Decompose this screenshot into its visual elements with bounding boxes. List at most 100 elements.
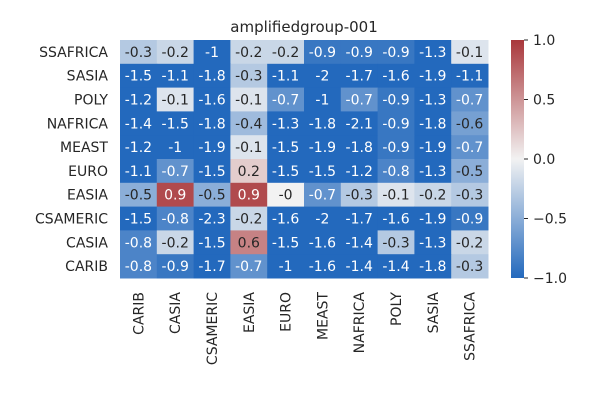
heatmap-cell-label: -0.1: [456, 45, 483, 61]
heatmap-cell-label: -1: [279, 259, 293, 275]
heatmap-cell: [230, 182, 268, 208]
heatmap-cell: [156, 87, 195, 112]
heatmap-cell-label: -0.2: [235, 45, 262, 61]
heatmap-cell: [340, 87, 379, 112]
heatmap-cell-label: -0.9: [382, 140, 409, 156]
heatmap-cell: [377, 159, 415, 184]
y-tick-label: SASIA: [67, 69, 109, 85]
heatmap-cell: [267, 206, 305, 231]
heatmap-cell-label: -0.9: [346, 45, 373, 61]
heatmap-cell: [193, 182, 231, 208]
heatmap-cell-label: -1.5: [162, 116, 189, 132]
heatmap-cell: [340, 135, 379, 160]
heatmap-cell: [267, 159, 305, 184]
heatmap-cell-label: -0.3: [235, 69, 262, 85]
heatmap-cell: [156, 206, 195, 231]
heatmap-cell: [451, 230, 489, 255]
heatmap-cell-label: -1.5: [125, 69, 152, 85]
heatmap-cell: [156, 111, 195, 136]
heatmap-cell: [377, 111, 415, 136]
heatmap-cell: [377, 182, 415, 208]
y-tick-label: SSAFRICA: [39, 45, 108, 61]
heatmap-cell-label: -1.5: [125, 212, 152, 228]
heatmap-cell-label: -1.1: [162, 69, 189, 85]
heatmap-cell: [414, 254, 452, 279]
heatmap-cell-label: -1.1: [272, 69, 299, 85]
heatmap-cell-label: -1.7: [346, 212, 373, 228]
heatmap-cell-label: -1.2: [346, 164, 373, 180]
heatmap-cell-label: -0.7: [346, 93, 373, 109]
heatmap-cell-label: -0.8: [125, 259, 152, 275]
heatmap-cell: [304, 63, 342, 89]
heatmap-cell: [156, 254, 195, 279]
heatmap-cell-label: -1.7: [346, 69, 373, 85]
heatmap-cell-label: 0.9: [164, 188, 186, 204]
heatmap-cell: [156, 182, 195, 208]
heatmap-cell: [267, 230, 305, 255]
heatmap-cell: [340, 159, 379, 184]
heatmap-cell: [230, 63, 268, 89]
heatmap-cell: [193, 111, 231, 136]
heatmap-cell-label: -1.6: [309, 235, 336, 251]
heatmap-cell-label: -1.9: [419, 140, 446, 156]
heatmap-cell: [414, 206, 452, 231]
heatmap-cell: [267, 135, 305, 160]
heatmap-cell: [120, 63, 158, 89]
heatmap-cell: [304, 182, 342, 208]
heatmap-cell: [414, 87, 452, 112]
heatmap-cell: [230, 111, 268, 136]
heatmap-cell-label: -1.6: [382, 212, 409, 228]
heatmap-cell-label: -0.3: [125, 45, 152, 61]
heatmap-cell-label: 0.9: [238, 188, 260, 204]
heatmap-cell-label: -1.3: [419, 164, 446, 180]
heatmap-cell-label: -1.4: [382, 259, 409, 275]
heatmap-cell: [193, 254, 231, 279]
heatmap-cell: [120, 254, 158, 279]
heatmap-cell-label: -0.1: [162, 93, 189, 109]
heatmap-cell-label: -1.5: [198, 235, 225, 251]
heatmap-cell-label: -1: [168, 140, 182, 156]
heatmap-cell-label: -0.1: [235, 93, 262, 109]
heatmap-cell-label: -0.1: [235, 140, 262, 156]
heatmap-cell-label: -0.3: [456, 259, 483, 275]
heatmap-cell: [193, 159, 231, 184]
heatmap-cell-label: -0.7: [309, 188, 336, 204]
heatmap-cell-label: -0.2: [456, 235, 483, 251]
heatmap-cell: [340, 63, 379, 89]
x-tick-label: MEAST: [315, 292, 331, 340]
heatmap-cell: [230, 40, 268, 65]
heatmap-cell: [377, 230, 415, 255]
heatmap-cell-label: -1.8: [419, 116, 446, 132]
heatmap-cell: [230, 230, 268, 255]
heatmap-cell: [230, 135, 268, 160]
heatmap-cell: [156, 159, 195, 184]
heatmap-cell-label: -1.8: [309, 116, 336, 132]
heatmap-cell-label: -1.5: [272, 164, 299, 180]
colorbar: 1.0 0.5 0.0 −0.5 −1.0: [511, 33, 567, 287]
heatmap-cell: [451, 206, 489, 231]
heatmap-cell: [156, 40, 195, 65]
heatmap-cell: [377, 40, 415, 65]
heatmap-cell-label: -0.1: [382, 188, 409, 204]
heatmap-cell-label: -1.2: [125, 140, 152, 156]
heatmap-cell: [304, 40, 342, 65]
heatmap-cell-label: -1: [315, 93, 329, 109]
heatmap-cells: [120, 40, 489, 279]
heatmap-cell: [156, 230, 195, 255]
heatmap-cell: [414, 182, 452, 208]
heatmap-cell: [267, 40, 305, 65]
heatmap-cell-label: -0.7: [235, 259, 262, 275]
heatmap-cell: [193, 135, 231, 160]
colorbar-tick-label: 0.0: [533, 152, 555, 168]
heatmap-cell: [193, 87, 231, 112]
x-tick-label: NAFRICA: [352, 292, 368, 354]
heatmap-cell: [193, 230, 231, 255]
heatmap-cell: [120, 159, 158, 184]
heatmap-cell: [304, 206, 342, 231]
heatmap-cell: [193, 40, 231, 65]
x-tick-label: CARIB: [131, 292, 147, 335]
y-tick-label: CARIB: [65, 259, 108, 275]
heatmap-cell: [451, 182, 489, 208]
heatmap-cell-label: -1.9: [198, 140, 225, 156]
heatmap-cell-label: -0.3: [382, 235, 409, 251]
